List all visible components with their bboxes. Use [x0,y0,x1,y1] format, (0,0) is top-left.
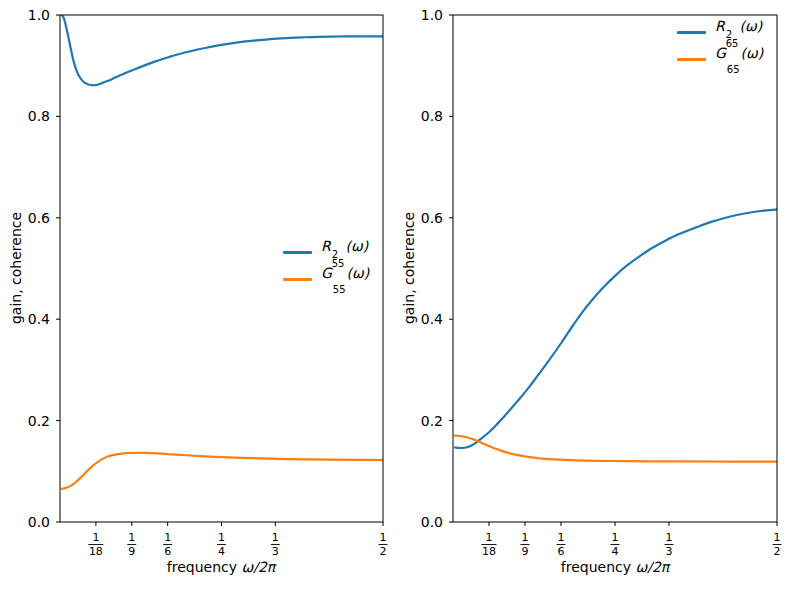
x-tick-fraction-numerator: 1 [612,531,619,544]
legend-entry: R265(ω) [671,19,763,46]
legend-label-sub: 55 [333,285,346,294]
y-tick-label: 0.2 [421,413,443,429]
legend-label-suffix: (ω) [345,238,368,254]
legend-line-swatch [283,278,312,281]
legend-label-base: R [715,18,725,34]
x-tick-fraction-numerator: 1 [92,531,99,544]
x-tick-fraction-numerator: 1 [218,531,225,544]
y-tick-label: 1.0 [28,7,50,23]
y-tick-label: 0.8 [421,108,443,124]
x-tick-fraction-denominator: 6 [558,545,565,558]
legend-line-swatch [283,251,312,254]
y-axis-label-left: gain, coherence [8,212,24,324]
y-tick-label: 0.6 [28,210,50,226]
legend-label-scripts: 55 [333,276,346,294]
x-axis-label-left: frequency ω/2π [167,559,275,575]
x-axis-label-math: ω/2π [241,559,275,575]
y-tick-label: 0.4 [28,311,50,327]
plots-canvas: 0.00.20.40.60.81.011819161413120.00.20.4… [0,0,790,589]
legend-label-suffix: (ω) [739,18,762,34]
x-tick-fraction-numerator: 1 [521,531,528,544]
x-tick-fraction-denominator: 9 [128,545,135,558]
x-axis-label-right: frequency ω/2π [561,559,669,575]
y-tick-label: 1.0 [421,7,443,23]
y-tick-label: 0.2 [28,413,50,429]
y-axis-label-right: gain, coherence [401,212,417,324]
y-tick-label: 0.4 [421,311,443,327]
legend-label-scripts: 65 [727,56,740,74]
x-tick-fraction-denominator: 18 [89,545,103,558]
x-tick-fraction-numerator: 1 [486,531,493,544]
legend-left: R255(ω) G55(ω) [277,239,369,293]
x-tick-fraction-numerator: 1 [558,531,565,544]
x-tick-fraction-numerator: 1 [665,531,672,544]
x-tick-fraction-denominator: 9 [521,545,528,558]
legend-label: G55(ω) [321,265,369,294]
series-line-R2_55_coherence [62,15,383,85]
legend-right: R265(ω) G65(ω) [671,19,763,73]
legend-entry: R255(ω) [277,239,369,266]
x-tick-fraction-numerator: 1 [774,531,781,544]
x-tick-fraction-numerator: 1 [380,531,387,544]
x-tick-fraction-numerator: 1 [164,531,171,544]
legend-label-suffix: (ω) [347,265,370,281]
legend-label-base: R [321,238,331,254]
x-axis-label-text: frequency [561,559,631,575]
legend-label-base: G [715,45,726,61]
series-line-G_65_gain [455,436,777,462]
legend-line-swatch [677,31,706,34]
series-line-R2_65_coherence [455,209,777,448]
y-tick-label: 0.8 [28,108,50,124]
x-tick-fraction-denominator: 2 [774,545,781,558]
x-tick-fraction-numerator: 1 [128,531,135,544]
x-tick-fraction-denominator: 3 [272,545,279,558]
y-tick-label: 0.6 [421,210,443,226]
axes-frame [453,15,777,522]
y-tick-label: 0.0 [28,514,50,530]
legend-entry: G55(ω) [277,266,369,293]
x-tick-fraction-numerator: 1 [272,531,279,544]
figure: 0.00.20.40.60.81.011819161413120.00.20.4… [0,0,790,589]
legend-entry: G65(ω) [671,46,763,73]
x-tick-fraction-denominator: 6 [164,545,171,558]
legend-label: G65(ω) [715,45,763,74]
legend-label-suffix: (ω) [741,45,764,61]
series-line-G_55_gain [62,453,383,489]
legend-label-sub: 65 [727,65,740,74]
x-tick-fraction-denominator: 18 [482,545,496,558]
legend-line-swatch [677,58,706,61]
x-axis-label-math: ω/2π [635,559,669,575]
legend-label: R265(ω) [715,18,762,48]
legend-label-base: G [321,265,332,281]
x-tick-fraction-denominator: 4 [612,545,619,558]
x-tick-fraction-denominator: 4 [218,545,225,558]
x-axis-label-text: frequency [167,559,237,575]
y-tick-label: 0.0 [421,514,443,530]
x-tick-fraction-denominator: 2 [380,545,387,558]
x-tick-fraction-denominator: 3 [665,545,672,558]
legend-label: R255(ω) [321,238,368,268]
